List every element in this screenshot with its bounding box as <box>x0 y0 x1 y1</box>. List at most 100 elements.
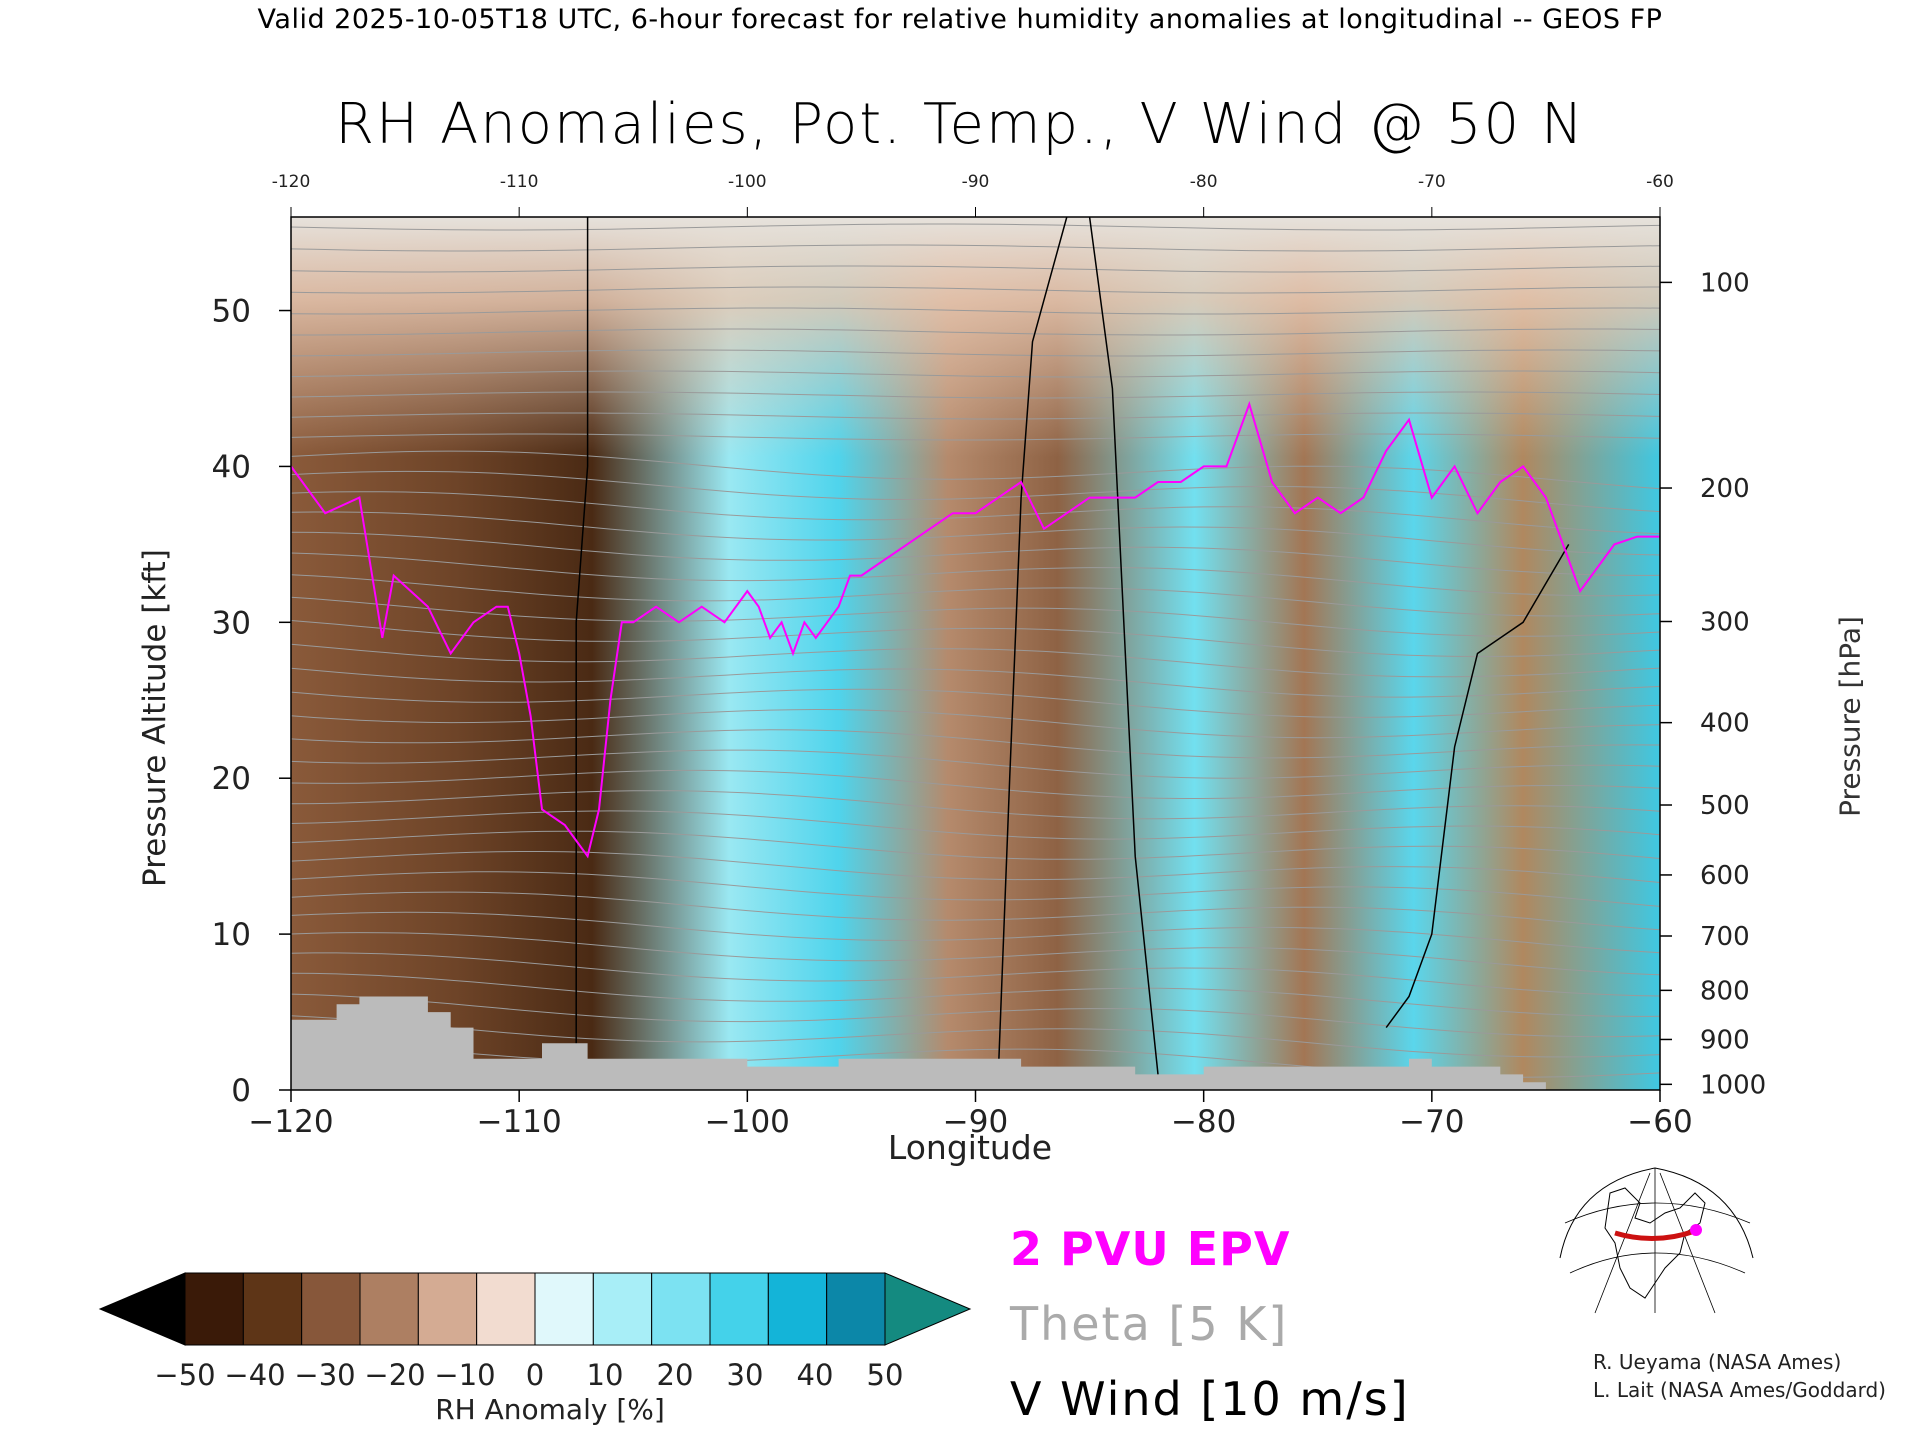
stratosphere-shading <box>291 217 1660 457</box>
x-top-tick-label: -60 <box>1646 172 1674 192</box>
theta-contour <box>291 265 1660 273</box>
colorbar-tick-label: 10 <box>587 1358 624 1392</box>
theta-contour <box>291 244 1660 252</box>
theta-contour <box>291 596 1660 637</box>
theta-contour <box>291 972 1660 1017</box>
theta-contour <box>291 349 1660 357</box>
colorbar-swatch <box>184 1272 244 1346</box>
colorbar-title: RH Anomaly [%] <box>435 1393 665 1426</box>
y-tick-label: 50 <box>212 294 251 330</box>
colorbar-tick-label: −30 <box>294 1358 355 1392</box>
inset-map-marker <box>1690 1224 1702 1236</box>
pressure-tick-label: 200 <box>1700 474 1750 504</box>
colorbar-swatch <box>592 1272 653 1346</box>
theta-contour <box>291 470 1660 513</box>
x-tick-label: −60 <box>1627 1104 1692 1140</box>
colorbar-swatch <box>476 1272 536 1346</box>
theta-contour <box>291 729 1660 759</box>
colorbar-swatch <box>767 1272 828 1346</box>
colorbar-tick-label: 50 <box>867 1358 904 1392</box>
colorbar-swatch <box>301 1272 361 1346</box>
theta-contour <box>291 952 1660 997</box>
colorbar-tick-label: 0 <box>526 1358 544 1392</box>
v-wind-contour <box>1385 544 1570 1029</box>
x-tick-label: −100 <box>705 1104 790 1140</box>
v-wind-contour <box>997 217 1068 1075</box>
colorbar-tick-label: −50 <box>154 1358 215 1392</box>
theta-contour <box>291 643 1660 678</box>
theta-contour <box>291 667 1660 698</box>
x-top-tick-label: -100 <box>728 172 767 192</box>
pressure-tick-label: 800 <box>1700 976 1750 1006</box>
v-wind-contours <box>575 217 1570 1090</box>
theta-contour <box>291 830 1660 860</box>
x-top-tick-label: -90 <box>962 172 990 192</box>
y-tick-label: 10 <box>212 917 251 953</box>
colorbar-tick-label: −10 <box>434 1358 495 1392</box>
theta-contour <box>291 993 1660 1038</box>
pressure-tick-label: 100 <box>1700 268 1750 298</box>
theta-contour <box>291 932 1660 976</box>
theta-contour <box>291 286 1660 294</box>
plot-title: RH Anomalies, Pot. Temp., V Wind @ 50 N <box>335 92 1585 157</box>
theta-contour <box>291 871 1660 907</box>
header-text: Valid 2025-10-05T18 UTC, 6-hour forecast… <box>257 4 1663 35</box>
location-inset-map <box>1555 1163 1755 1314</box>
colorbar: −50 −40 −30 −20 −10 0 10 20 30 40 50 <box>98 1272 972 1392</box>
theta-contour <box>291 851 1660 883</box>
theta-contour <box>291 749 1660 779</box>
theta-contour <box>291 328 1660 336</box>
theta-contour <box>291 511 1660 556</box>
colorbar-swatch <box>651 1272 711 1346</box>
y-tick-label: 30 <box>212 605 251 641</box>
theta-contour <box>291 223 1660 231</box>
colorbar-tick-label: 40 <box>797 1358 834 1392</box>
inset-map-section-line <box>1614 1228 1696 1241</box>
theta-contour <box>291 531 1660 576</box>
terrain <box>291 996 1546 1090</box>
theta-contour <box>291 450 1660 490</box>
theta-contour <box>291 491 1660 535</box>
pressure-tick-label: 900 <box>1700 1025 1750 1055</box>
theta-contour <box>291 620 1660 658</box>
axes: −120 -120 −110 -110 −100 -100 −90 -90 −80 -80 −70 -… <box>212 172 1767 1140</box>
x-tick-label: −80 <box>1171 1104 1236 1140</box>
theta-contour <box>291 433 1660 441</box>
theta-contour <box>291 412 1660 420</box>
v-wind-contour <box>1088 217 1159 1075</box>
x-top-tick-label: -70 <box>1418 172 1446 192</box>
theta-contours <box>291 223 1660 1078</box>
colorbar-max-arrow <box>884 1272 972 1346</box>
pressure-tick-label: 700 <box>1700 922 1750 952</box>
x-tick-label: −70 <box>1399 1104 1464 1140</box>
y-tick-label: 40 <box>212 449 251 485</box>
colorbar-swatch <box>417 1272 478 1346</box>
legend-epv: 2 PVU EPV <box>1010 1222 1291 1276</box>
colorbar-min-arrow <box>98 1272 186 1346</box>
theta-contour <box>291 1015 1660 1058</box>
x-top-tick-label: -120 <box>272 172 311 192</box>
x-top-tick-label: -110 <box>500 172 539 192</box>
inset-map-graticule <box>1564 1168 1751 1314</box>
pressure-tick-label: 600 <box>1700 861 1750 891</box>
legend-theta: Theta [5 K] <box>1010 1297 1289 1351</box>
colorbar-tick-label: 30 <box>727 1358 764 1392</box>
theta-contour <box>291 688 1660 718</box>
x-tick-label: −90 <box>943 1104 1008 1140</box>
colorbar-swatch <box>709 1272 769 1346</box>
colorbar-swatch <box>826 1272 886 1346</box>
theta-contour <box>291 891 1660 931</box>
theta-contour <box>291 790 1660 820</box>
theta-contour <box>291 307 1660 315</box>
theta-contour <box>291 769 1660 799</box>
pressure-tick-label: 400 <box>1700 709 1750 739</box>
v-wind-contour <box>575 217 589 1090</box>
pressure-tick-label: 500 <box>1700 791 1750 821</box>
theta-contour <box>291 708 1660 739</box>
theta-contour <box>291 810 1660 840</box>
pressure-tick-label: 1000 <box>1700 1070 1766 1100</box>
theta-contour <box>291 370 1660 378</box>
theta-contour <box>291 391 1660 399</box>
credit-line-2: L. Lait (NASA Ames/Goddard) <box>1593 1378 1886 1402</box>
